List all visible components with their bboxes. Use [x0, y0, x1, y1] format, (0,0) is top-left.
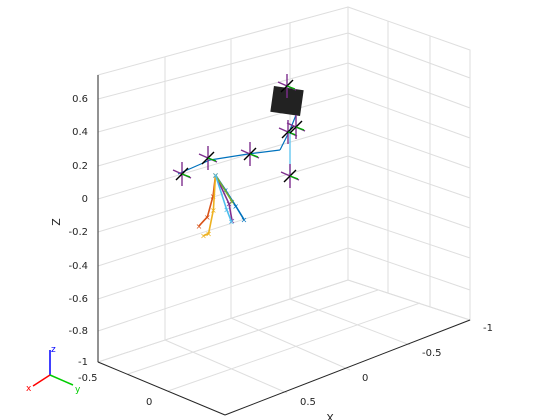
- z-tick-label: 0.2: [72, 161, 88, 172]
- trajectory-point-marker: ×: [229, 197, 236, 206]
- trajectory-point-marker: ×: [200, 232, 207, 241]
- trajectory-point-marker: ×: [223, 205, 230, 214]
- trajectory-point-marker: ×: [196, 222, 203, 231]
- frame-glyph: [240, 142, 260, 166]
- z-tick-label: 0.4: [72, 127, 88, 138]
- trajectory-line: [203, 175, 217, 237]
- trajectory-point-marker: ×: [226, 200, 233, 209]
- orientation-triad: z x y: [26, 345, 81, 395]
- y-tick-label: 0: [146, 397, 152, 408]
- robot-body: [177, 86, 304, 180]
- z-tick-label: -1: [78, 357, 88, 368]
- frame-glyph: [198, 146, 218, 170]
- x-tick-labels: -1 -0.5 0 0.5: [300, 323, 493, 408]
- z-tick-label: -0.2: [68, 227, 88, 238]
- trajectory-line: [214, 174, 233, 202]
- frame-glyph: [277, 74, 297, 98]
- trajectory-point-marker: ×: [229, 216, 236, 225]
- z-axis-label: Z: [50, 218, 63, 226]
- trajectory-point-marker: ×: [212, 171, 219, 180]
- z-tick-label: -0.4: [68, 261, 88, 272]
- end-effector: [270, 86, 304, 116]
- series-layer: ××××××××××××××××××××: [196, 171, 248, 241]
- frame-glyph: [280, 164, 300, 188]
- x-tick-label: 0.5: [300, 397, 316, 408]
- y-tick-labels: -0.5 0: [78, 373, 152, 408]
- trajectory-point-marker: ×: [210, 192, 217, 201]
- trajectory-point-marker: ×: [228, 218, 235, 227]
- trajectory-line: [214, 174, 233, 221]
- triad-y-label: y: [75, 385, 81, 395]
- x-tick-label: -0.5: [422, 348, 442, 359]
- trajectory-point-marker: ×: [232, 202, 239, 211]
- z-tick-label: 0.6: [72, 94, 88, 105]
- x-tick-label: 0: [362, 373, 368, 384]
- x-axis-label: X: [326, 412, 334, 420]
- frame-glyph: [286, 115, 306, 139]
- trajectory-point-marker: ×: [241, 216, 248, 225]
- z-tick-label: -0.8: [68, 326, 88, 337]
- trajectory-point-marker: ×: [205, 229, 212, 238]
- z-tick-label: -0.6: [68, 294, 88, 305]
- axes: [97, 75, 471, 416]
- triad-x-label: x: [26, 384, 32, 394]
- y-tick-label: -0.5: [78, 373, 98, 384]
- z-tick-label: 0: [82, 194, 88, 205]
- trajectory-line: [214, 174, 233, 222]
- coordinate-frames: [172, 74, 306, 188]
- grid: [96, 6, 472, 416]
- trajectory-point-marker: ×: [204, 213, 211, 222]
- trajectory-point-marker: ×: [210, 206, 217, 215]
- x-tick-label: -1: [483, 323, 493, 334]
- frame-glyph: [172, 162, 192, 186]
- triad-z-label: z: [51, 345, 56, 355]
- z-tick-labels: 0.6 0.4 0.2 0 -0.2 -0.4 -0.6 -0.8 -1: [68, 94, 88, 368]
